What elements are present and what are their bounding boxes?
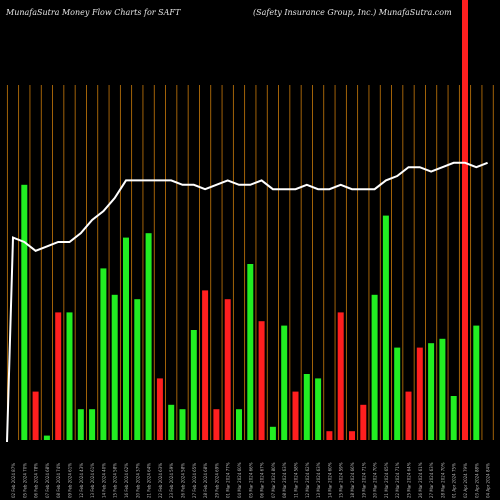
x-tick-label: 25 Mar 2024 64% <box>407 462 412 498</box>
x-tick-label: 15 Mar 2024 59% <box>339 462 344 498</box>
x-axis-labels: 02 Feb 2024 87% 05 Feb 2024 70% 06 Feb 202… <box>11 462 491 498</box>
bar <box>168 404 175 440</box>
x-tick-label: 13 Feb 2024 61% <box>90 463 95 498</box>
x-tick-label: 04 Apr 2024 84% <box>486 463 491 498</box>
bar <box>55 312 62 440</box>
chart-title: MunafaSutra Money Flow Charts for SAFT <box>6 8 181 17</box>
x-tick-label: 05 Mar 2024 66% <box>248 462 253 498</box>
bar <box>21 184 28 440</box>
bar <box>134 299 141 440</box>
bar <box>269 426 276 440</box>
bar <box>32 391 39 440</box>
x-tick-label: 14 Mar 2024 60% <box>327 462 332 498</box>
x-tick-label: 02 Feb 2024 87% <box>11 463 16 498</box>
x-tick-label: 23 Feb 2024 59% <box>169 463 174 498</box>
x-tick-label: 22 Mar 2024 71% <box>395 462 400 498</box>
x-tick-label: 21 Mar 2024 65% <box>384 462 389 498</box>
bar <box>360 404 367 440</box>
bar <box>303 374 310 440</box>
x-tick-label: 19 Mar 2024 71% <box>361 462 366 498</box>
x-tick-label: 21 Feb 2024 64% <box>147 463 152 498</box>
bar <box>292 391 299 440</box>
bar <box>156 378 163 440</box>
bar <box>326 431 333 440</box>
bar <box>66 312 73 440</box>
x-tick-label: 01 Mar 2024 77% <box>226 462 231 498</box>
bar <box>145 233 152 440</box>
x-tick-label: 28 Mar 2024 70% <box>440 462 445 498</box>
x-tick-label: 29 Feb 2024 69% <box>214 463 219 498</box>
x-tick-label: 07 Mar 2024 80% <box>271 462 276 498</box>
x-tick-label: 08 Feb 2024 74% <box>56 463 61 498</box>
price-line <box>6 161 488 443</box>
bar <box>371 294 378 440</box>
bar <box>43 435 50 440</box>
bar <box>281 325 288 440</box>
x-tick-label: 06 Feb 2024 78% <box>34 463 39 498</box>
x-tick-label: 11 Mar 2024 58% <box>294 462 299 498</box>
x-tick-label: 08 Mar 2024 63% <box>282 462 287 498</box>
x-tick-label: 01 Apr 2024 75% <box>452 463 457 498</box>
bar <box>247 264 254 440</box>
bar <box>123 237 129 440</box>
x-tick-label: 28 Feb 2024 68% <box>203 463 208 498</box>
bar <box>89 409 96 440</box>
x-tick-label: 02 Apr 2024 79% <box>463 463 468 498</box>
bar <box>439 338 446 440</box>
bar <box>202 290 209 440</box>
x-tick-label: 22 Feb 2024 63% <box>158 463 163 498</box>
x-tick-label: 20 Mar 2024 70% <box>373 462 378 498</box>
bar <box>394 347 401 440</box>
bar <box>315 378 322 440</box>
x-tick-label: 12 Mar 2024 62% <box>305 462 310 498</box>
bar <box>224 299 231 440</box>
x-tick-label: 18 Mar 2024 66% <box>350 462 355 498</box>
bar <box>462 0 468 440</box>
x-tick-label: 20 Feb 2024 37% <box>135 463 140 498</box>
bar <box>100 268 107 440</box>
bar <box>349 431 355 440</box>
x-tick-label: 27 Feb 2024 65% <box>192 463 197 498</box>
x-tick-label: 26 Feb 2024 58% <box>181 463 186 498</box>
x-tick-label: 15 Feb 2024 58% <box>113 463 118 498</box>
x-tick-label: 14 Feb 2024 40% <box>101 463 106 498</box>
x-tick-label: 26 Mar 2024 61% <box>418 462 423 498</box>
bar <box>179 409 186 440</box>
x-tick-label: 09 Feb 2024 61% <box>68 463 73 498</box>
bar <box>416 347 423 440</box>
bar <box>382 215 389 440</box>
x-tick-label: 13 Mar 2024 63% <box>316 462 321 498</box>
bar <box>236 409 242 440</box>
x-tick-label: 07 Feb 2024 68% <box>45 463 50 498</box>
bar-series <box>21 0 480 440</box>
bar <box>337 312 344 440</box>
x-tick-label: 16 Feb 2024 62% <box>124 463 129 498</box>
bar <box>111 294 118 440</box>
bar <box>473 325 480 440</box>
chart-subtitle: (Safety Insurance Group, Inc.) MunafaSut… <box>253 8 452 17</box>
grid-lines <box>6 85 494 440</box>
bar <box>428 343 435 440</box>
bar <box>405 391 412 440</box>
bar <box>450 396 457 440</box>
bar <box>77 409 84 440</box>
x-tick-label: 06 Mar 2024 67% <box>260 462 265 498</box>
x-tick-label: 04 Mar 2024 60% <box>237 462 242 498</box>
x-tick-label: 12 Feb 2024 43% <box>79 463 84 498</box>
bar <box>190 330 197 440</box>
bar <box>258 321 265 440</box>
x-tick-label: 03 Apr 2024 88% <box>474 463 479 498</box>
bar <box>213 409 220 440</box>
x-tick-label: 05 Feb 2024 70% <box>22 463 27 498</box>
x-tick-label: 27 Mar 2024 63% <box>429 462 434 498</box>
